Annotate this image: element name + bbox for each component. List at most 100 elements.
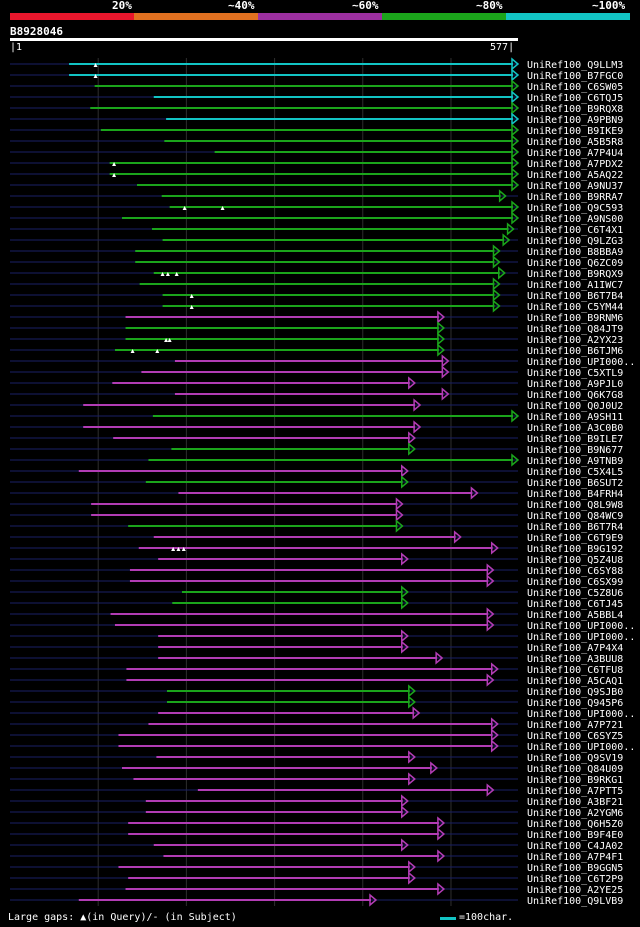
hit-label: UniRef100_Q84JT9 [527, 324, 623, 335]
hit-label: UniRef100_C6TQJ5 [527, 93, 623, 104]
hit-end-arrow [511, 200, 520, 214]
hit-end-arrow [511, 123, 520, 137]
hit-end-arrow [437, 882, 446, 896]
hit-end-arrow [408, 860, 416, 874]
hit-end-arrow [492, 277, 501, 291]
query-gap-marker [130, 349, 135, 353]
hit-end-arrow [511, 68, 520, 82]
hit-end-arrow [369, 893, 378, 907]
hit-end-arrow [437, 827, 446, 841]
hit-label: UniRef100_A7P4F1 [527, 852, 623, 863]
hit-label: UniRef100_Q8L9W8 [527, 500, 623, 511]
hit-label: UniRef100_Q9C593 [527, 203, 623, 214]
hit-end-arrow [486, 607, 495, 621]
hit-label: UniRef100_Q84WC9 [527, 511, 623, 522]
hit-end-arrow [498, 266, 506, 280]
query-gap-marker [220, 206, 225, 210]
hit-label: UniRef100_Q9SJB0 [527, 687, 623, 698]
hit-label: UniRef100_C6T2P9 [527, 874, 623, 885]
hit-end-arrow [435, 651, 444, 665]
hit-end-arrow [401, 552, 409, 566]
legend-band-1 [10, 13, 134, 20]
hit-label: UniRef100_A7P4X4 [527, 643, 623, 654]
hit-end-arrow [502, 233, 511, 247]
query-bar [10, 38, 518, 41]
hit-label: UniRef100_A2YGM6 [527, 808, 623, 819]
hit-end-arrow [490, 728, 499, 742]
hit-label: UniRef100_C6SYZ5 [527, 731, 623, 742]
hit-label: UniRef100_C6T4X1 [527, 225, 623, 236]
hit-end-arrow [408, 871, 416, 885]
hit-label: UniRef100_B6T7R4 [527, 522, 623, 533]
scale-label: =100char. [459, 912, 514, 923]
hit-end-arrow [430, 761, 439, 775]
hit-end-arrow [413, 398, 422, 412]
hit-end-arrow [511, 409, 520, 423]
query-id: B8928046 [10, 25, 63, 38]
hit-label: UniRef100_B9ILE7 [527, 434, 623, 445]
hit-label: UniRef100_C5YM44 [527, 302, 623, 313]
hit-end-arrow [408, 772, 416, 786]
hit-label: UniRef100_B8BBA9 [527, 247, 623, 258]
hit-label: UniRef100_Q84U09 [527, 764, 623, 775]
hit-end-arrow [492, 255, 501, 269]
query-gap-marker [189, 294, 194, 298]
hit-label: UniRef100_B9RRA7 [527, 192, 623, 203]
hit-label: UniRef100_UPI000.. [527, 709, 635, 720]
hit-label: UniRef100_B9G192 [527, 544, 623, 555]
hit-end-arrow [511, 101, 520, 115]
hit-label: UniRef100_Q0J0U2 [527, 401, 623, 412]
query-gap-marker [164, 338, 169, 342]
hit-label: UniRef100_B9RNM6 [527, 313, 623, 324]
legend-label-3: ~60% [352, 0, 379, 12]
legend-band-4 [382, 13, 506, 20]
hit-label: UniRef100_A5B5R8 [527, 137, 623, 148]
hit-end-arrow [408, 695, 416, 709]
hit-end-arrow [441, 354, 450, 368]
hit-end-arrow [401, 794, 409, 808]
hit-label: UniRef100_A3BUU8 [527, 654, 623, 665]
scale-bar [440, 917, 456, 920]
legend-band-5 [506, 13, 630, 20]
hit-label: UniRef100_A9NS00 [527, 214, 623, 225]
hit-end-arrow [401, 629, 409, 643]
legend-label-5: ~100% [592, 0, 626, 12]
hit-label: UniRef100_B9RQX9 [527, 269, 623, 280]
hit-end-arrow [492, 299, 501, 313]
hit-end-arrow [408, 684, 416, 698]
hit-end-arrow [395, 519, 404, 533]
hit-label: UniRef100_A3BF21 [527, 797, 623, 808]
hit-end-arrow [437, 321, 446, 335]
hit-label: UniRef100_B7FGC0 [527, 71, 623, 82]
hit-end-arrow [486, 673, 495, 687]
hit-end-arrow [506, 222, 515, 236]
hit-end-arrow [486, 618, 495, 632]
hit-end-arrow [408, 376, 416, 390]
hit-end-arrow [441, 387, 450, 401]
hit-end-arrow [395, 508, 404, 522]
hit-label: UniRef100_B9N677 [527, 445, 623, 456]
legend-label-2: ~40% [228, 0, 255, 12]
hit-label: UniRef100_B9RKG1 [527, 775, 623, 786]
hit-end-arrow [511, 90, 520, 104]
hit-end-arrow [511, 134, 520, 148]
hit-label: UniRef100_C5XTL9 [527, 368, 623, 379]
query-gap-marker [165, 272, 170, 276]
hit-label: UniRef100_Q945P6 [527, 698, 623, 709]
hit-label: UniRef100_A5CAQ1 [527, 676, 623, 687]
hit-end-arrow [401, 464, 409, 478]
hit-end-arrow [401, 805, 409, 819]
hit-end-arrow [408, 750, 416, 764]
hit-label: UniRef100_A7PTT5 [527, 786, 623, 797]
hit-label: UniRef100_A2YX23 [527, 335, 623, 346]
hit-label: UniRef100_C5Z8U6 [527, 588, 623, 599]
hit-end-arrow [511, 57, 520, 71]
hit-end-arrow [437, 343, 446, 357]
hit-end-arrow [395, 497, 404, 511]
hit-label: UniRef100_C6T9E9 [527, 533, 623, 544]
hit-end-arrow [441, 365, 450, 379]
hit-label: UniRef100_C6TJ45 [527, 599, 623, 610]
hit-label: UniRef100_A9TNB9 [527, 456, 623, 467]
query-gap-marker [93, 74, 98, 78]
